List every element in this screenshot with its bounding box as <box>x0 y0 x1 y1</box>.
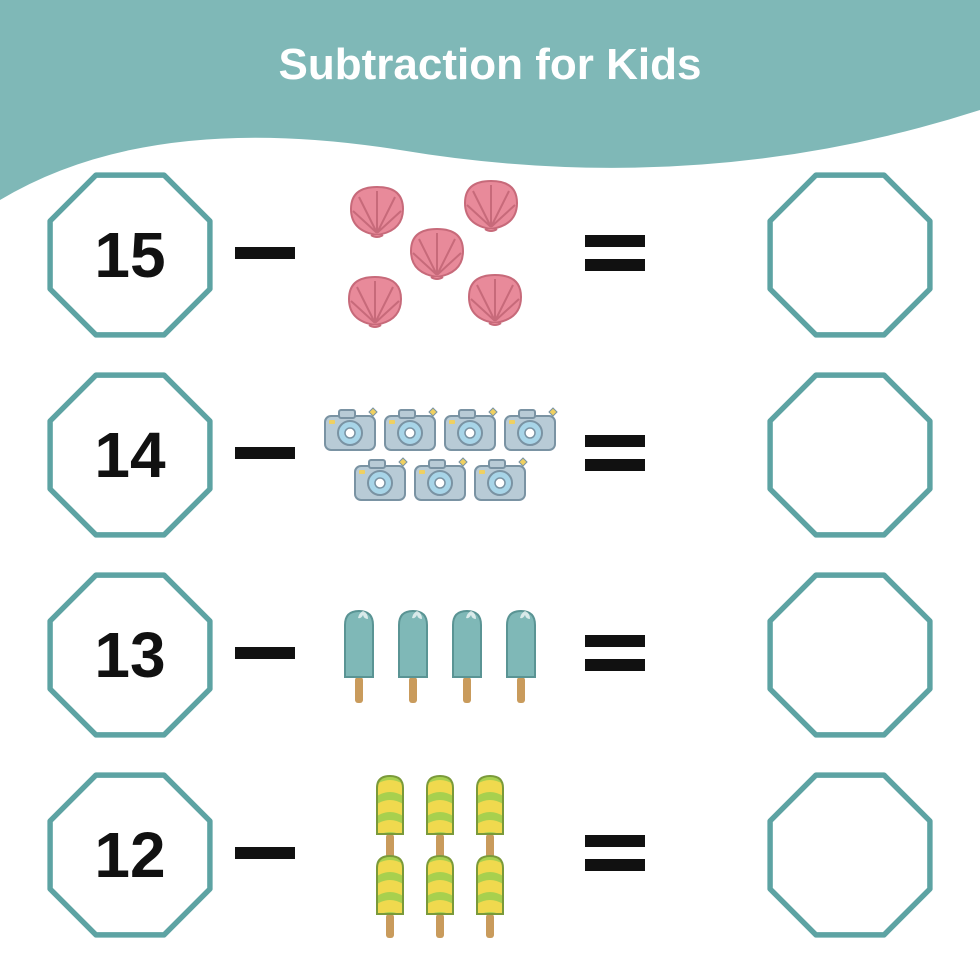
minus-icon <box>220 843 310 868</box>
answer-octagon[interactable] <box>760 370 940 540</box>
minus-icon <box>220 643 310 668</box>
problem-row: 15 <box>40 170 940 340</box>
equals-icon <box>570 233 660 278</box>
page-title: Subtraction for Kids <box>0 40 980 90</box>
minuend-octagon: 15 <box>40 170 220 340</box>
minuend-octagon: 13 <box>40 570 220 740</box>
equals-icon <box>570 633 660 678</box>
minuend-number: 15 <box>40 170 220 340</box>
subtrahend-items <box>310 406 570 504</box>
problem-row: 14 <box>40 370 940 540</box>
problem-row: 13 <box>40 570 940 740</box>
minuend-number: 12 <box>40 770 220 940</box>
subtrahend-items <box>310 605 570 705</box>
subtrahend-items <box>310 175 570 335</box>
minuend-octagon: 14 <box>40 370 220 540</box>
minus-icon <box>220 243 310 268</box>
answer-octagon[interactable] <box>760 570 940 740</box>
minuend-number: 13 <box>40 570 220 740</box>
answer-octagon[interactable] <box>760 770 940 940</box>
equals-icon <box>570 433 660 478</box>
subtrahend-items <box>310 770 570 940</box>
minuend-number: 14 <box>40 370 220 540</box>
minus-icon <box>220 443 310 468</box>
answer-octagon[interactable] <box>760 170 940 340</box>
equals-icon <box>570 833 660 878</box>
problem-row: 12 <box>40 770 940 940</box>
minuend-octagon: 12 <box>40 770 220 940</box>
problem-rows: 15 14 <box>40 170 940 940</box>
